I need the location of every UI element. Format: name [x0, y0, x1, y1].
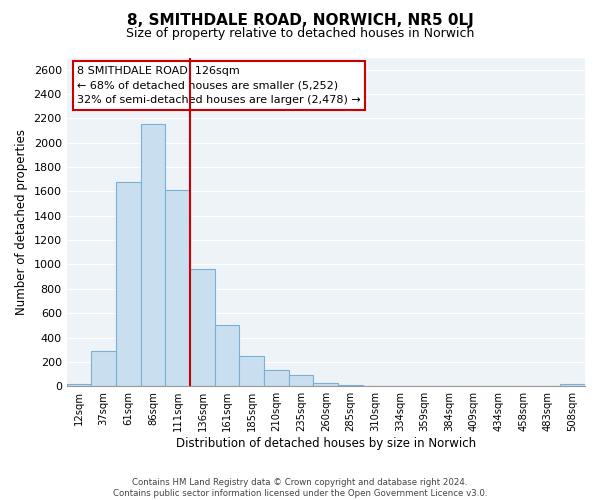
X-axis label: Distribution of detached houses by size in Norwich: Distribution of detached houses by size …	[176, 437, 476, 450]
Bar	[338, 385, 363, 386]
Text: 8 SMITHDALE ROAD: 126sqm
← 68% of detached houses are smaller (5,252)
32% of sem: 8 SMITHDALE ROAD: 126sqm ← 68% of detach…	[77, 66, 361, 106]
Bar	[264, 370, 289, 386]
Bar	[560, 384, 585, 386]
Text: Size of property relative to detached houses in Norwich: Size of property relative to detached ho…	[126, 28, 474, 40]
Bar	[116, 182, 141, 386]
Bar	[239, 356, 264, 386]
Bar	[67, 384, 91, 386]
Bar	[166, 190, 190, 386]
Bar	[215, 324, 239, 386]
Y-axis label: Number of detached properties: Number of detached properties	[15, 129, 28, 315]
Bar	[313, 382, 338, 386]
Text: 8, SMITHDALE ROAD, NORWICH, NR5 0LJ: 8, SMITHDALE ROAD, NORWICH, NR5 0LJ	[127, 12, 473, 28]
Bar	[91, 351, 116, 386]
Text: Contains HM Land Registry data © Crown copyright and database right 2024.
Contai: Contains HM Land Registry data © Crown c…	[113, 478, 487, 498]
Bar	[289, 374, 313, 386]
Bar	[190, 270, 215, 386]
Bar	[141, 124, 166, 386]
